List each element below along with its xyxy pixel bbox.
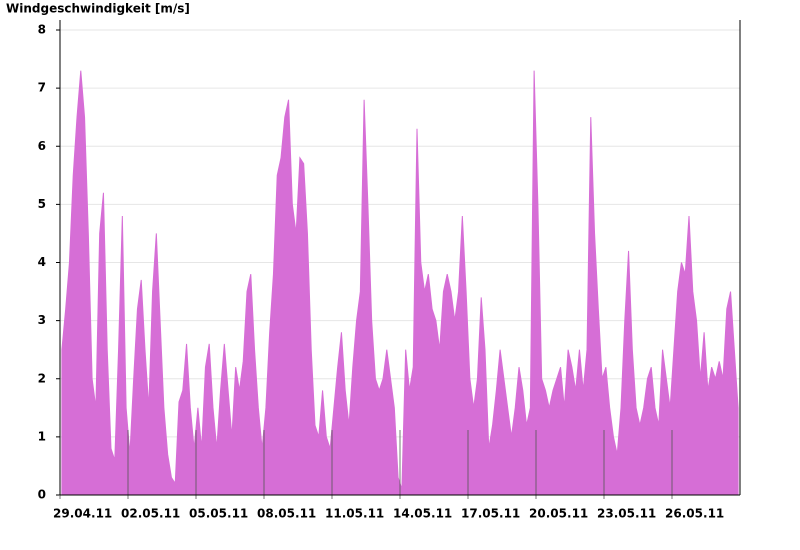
x-tick-label: 17.05.11	[461, 507, 520, 521]
y-tick-label: 4	[38, 255, 46, 269]
x-tick-label: 23.05.11	[597, 507, 656, 521]
y-tick-label: 1	[38, 429, 46, 443]
x-tick-label: 08.05.11	[257, 507, 316, 521]
y-tick-label: 5	[38, 197, 46, 211]
y-axis-label: Windgeschwindigkeit [m/s]	[6, 2, 190, 16]
y-tick-label: 0	[38, 488, 46, 502]
y-tick-label: 6	[38, 139, 46, 153]
x-tick-label: 11.05.11	[325, 507, 384, 521]
y-tick-label: 3	[38, 313, 46, 327]
x-tick-label: 20.05.11	[529, 507, 588, 521]
x-tick-label: 26.05.11	[665, 507, 724, 521]
x-tick-label: 14.05.11	[393, 507, 452, 521]
y-tick-label: 8	[38, 23, 46, 37]
y-tick-label: 7	[38, 81, 46, 95]
y-tick-label: 2	[38, 371, 46, 385]
x-tick-label: 29.04.11	[53, 507, 112, 521]
x-tick-label: 02.05.11	[121, 507, 180, 521]
area	[61, 70, 739, 496]
x-tick-label: 05.05.11	[189, 507, 248, 521]
